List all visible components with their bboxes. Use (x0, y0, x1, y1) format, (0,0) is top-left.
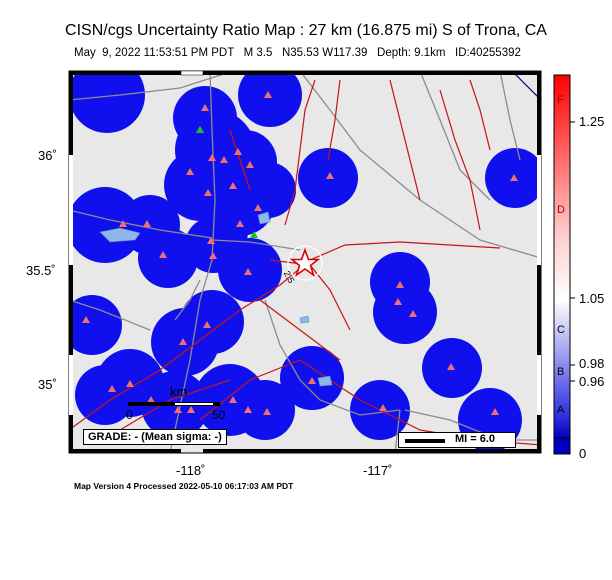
station-icon (126, 380, 134, 387)
station-icon (254, 204, 262, 211)
event-location: N35.53 W117.39 (281, 47, 368, 59)
stations (82, 91, 518, 453)
station-icon (409, 310, 417, 317)
station-icon (447, 363, 455, 370)
station-icon (396, 281, 404, 288)
cbar-label-0: 0 (579, 446, 587, 461)
roads (69, 71, 541, 453)
station-icon (250, 231, 258, 238)
lat-label-36: 36˚ (38, 148, 57, 163)
station-icon (244, 268, 252, 275)
processing-footer: Map Version 4 Processed 2022-05-10 06:17… (74, 481, 294, 491)
scale-title: km (170, 384, 188, 399)
event-datetime: May 9, 2022 11:53:51 PM PDT (74, 47, 235, 59)
cbar-letter-f: F (557, 94, 564, 106)
epicenter-star-icon (289, 247, 321, 278)
station-icon (186, 168, 194, 175)
station-icon (220, 156, 228, 163)
event-magnitude: M 3.5 (243, 47, 273, 59)
mi-box: MI = 6.0 (398, 432, 516, 448)
cbar-letter-a: A (557, 404, 565, 416)
lon-label-117: -117˚ (363, 463, 393, 478)
station-icon (229, 182, 237, 189)
station-icon (179, 338, 187, 345)
epicenter-contour (287, 245, 323, 281)
station-icon (187, 406, 195, 413)
station-icon (236, 220, 244, 227)
station-icon (108, 385, 116, 392)
boundary-line (511, 71, 541, 101)
station-icon (394, 298, 402, 305)
grade-label: GRADE: - (Mean sigma: -) (88, 431, 222, 443)
station-icon (264, 91, 272, 98)
station-icon (510, 174, 518, 181)
station-icon (204, 189, 212, 196)
cbar-label-0-96: 0.96 (579, 374, 605, 389)
station-icon (147, 396, 155, 403)
station-icon (308, 377, 316, 384)
lat-label-35-5: 35.5˚ (26, 263, 56, 278)
event-info: May 9, 2022 11:53:51 PM PDT M 3.5 N35.53… (74, 47, 554, 59)
station-icon (201, 104, 209, 111)
station-icon (234, 148, 242, 155)
cbar-label-1-05: 1.05 (579, 291, 605, 306)
station-icon (159, 251, 167, 258)
station-icon (263, 408, 271, 415)
map-title: CISN/cgs Uncertainty Ratio Map : 27 km (… (65, 22, 547, 39)
cbar-label-0-98: 0.98 (579, 356, 605, 371)
mi-label: MI = 6.0 (455, 433, 496, 445)
station-icon (203, 321, 211, 328)
station-icon (244, 406, 252, 413)
scale-label-50: 50 (212, 408, 226, 422)
station-icon (208, 154, 216, 161)
station-icon (246, 161, 254, 168)
station-icon (209, 252, 217, 259)
station-icon (491, 408, 499, 415)
station-icon (119, 220, 127, 227)
scale-label-0: 0 (126, 408, 133, 422)
event-depth: Depth: 9.1km (377, 47, 446, 59)
cbar-letter-b: B (557, 366, 565, 378)
station-icon (82, 316, 90, 323)
lat-label-35: 35˚ (38, 377, 57, 392)
cbar-label-1-25: 1.25 (579, 114, 605, 129)
station-icon (196, 126, 204, 133)
event-id: ID:40255392 (455, 47, 521, 59)
grade-box: GRADE: - (Mean sigma: -) (83, 429, 227, 445)
cbar-letter-c: C (557, 324, 565, 336)
station-icon (229, 396, 237, 403)
station-icon (207, 237, 215, 244)
lon-label-118: -118˚ (176, 463, 206, 478)
cbar-letter-d: D (557, 204, 565, 216)
map-frame (68, 70, 542, 454)
station-icon (174, 406, 182, 413)
lakes (99, 211, 333, 387)
station-icon (143, 220, 151, 227)
station-icon (326, 172, 334, 179)
station-icon (379, 404, 387, 411)
scale-bar: km 0 50 (122, 384, 232, 424)
